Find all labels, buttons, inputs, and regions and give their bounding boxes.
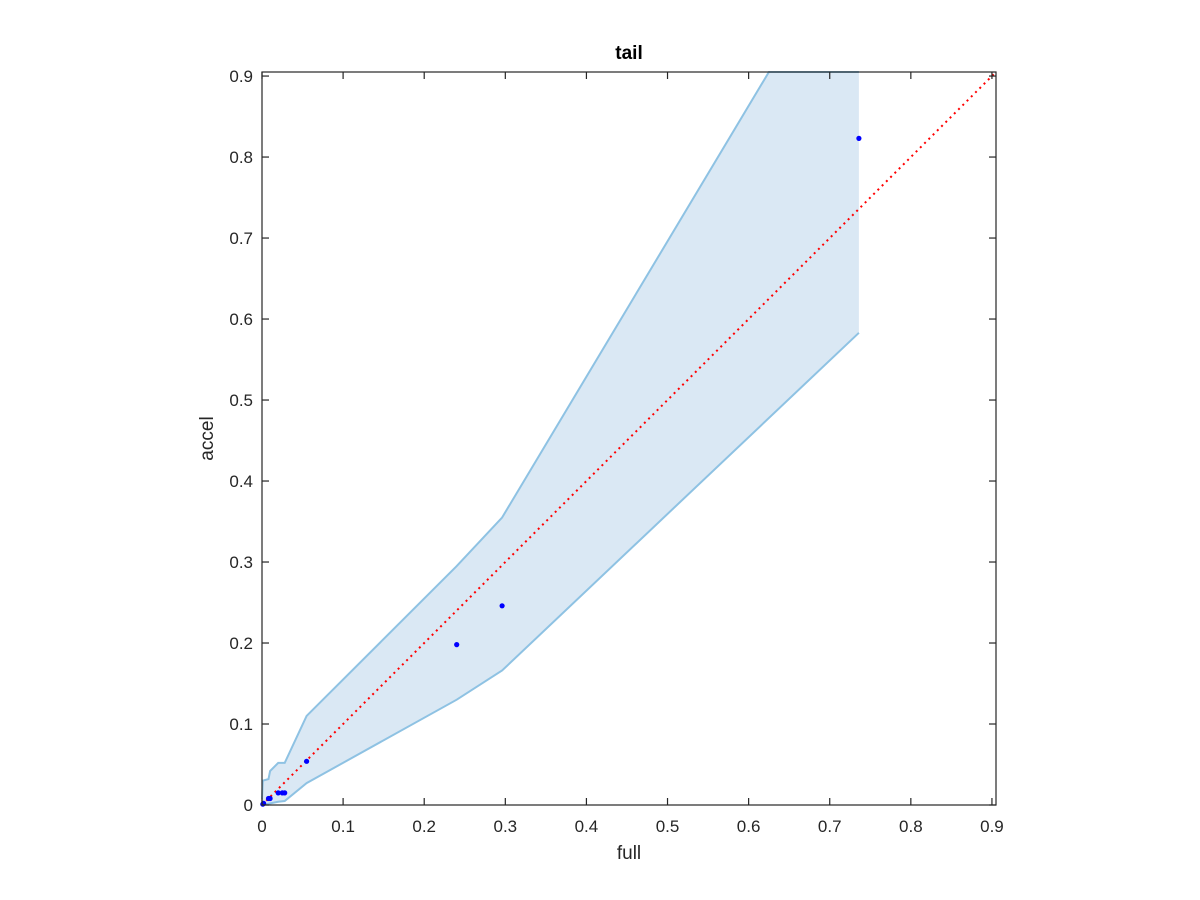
y-tick-label: 0.3 bbox=[229, 553, 253, 572]
y-tick-label: 0 bbox=[244, 796, 253, 815]
data-point bbox=[499, 603, 505, 609]
reference-diagonal-line bbox=[261, 71, 997, 806]
x-tick-label: 0.5 bbox=[656, 817, 680, 836]
axis-ticks: 0 0.1 0.2 0.3 0.4 0.5 0.6 0.7 0.8 0.9 0 0.1 0.2 0.3 0.… bbox=[229, 67, 1003, 836]
axes-box bbox=[261, 71, 997, 806]
x-tick-label: 0.9 bbox=[980, 817, 1004, 836]
plot-area bbox=[260, 71, 997, 807]
x-tick-label: 0.6 bbox=[737, 817, 761, 836]
x-tick-label: 0.8 bbox=[899, 817, 923, 836]
data-point bbox=[304, 758, 310, 764]
band-upper-line bbox=[261, 71, 859, 799]
x-tick-label: 0.4 bbox=[575, 817, 599, 836]
y-axis-label: accel bbox=[197, 416, 218, 460]
y-tick-label: 0.2 bbox=[229, 634, 253, 653]
data-point bbox=[454, 642, 460, 648]
y-tick-label: 0.6 bbox=[229, 310, 253, 329]
x-tick-label: 0 bbox=[257, 817, 266, 836]
x-tick-label: 0.3 bbox=[493, 817, 517, 836]
y-tick-label: 0.4 bbox=[229, 472, 253, 491]
y-tick-label: 0.9 bbox=[229, 67, 253, 86]
data-point bbox=[267, 795, 273, 802]
chart-title: tail bbox=[615, 43, 642, 64]
y-tick-label: 0.5 bbox=[229, 391, 253, 410]
x-tick-label: 0.2 bbox=[412, 817, 436, 836]
y-tick-label: 0.1 bbox=[229, 715, 253, 734]
y-tick-label: 0.8 bbox=[229, 148, 253, 167]
data-point bbox=[856, 135, 862, 141]
y-tick-label: 0.7 bbox=[229, 229, 253, 248]
x-tick-label: 0.7 bbox=[818, 817, 842, 836]
x-axis-label: full bbox=[617, 843, 641, 864]
band-lower-line bbox=[262, 332, 860, 806]
data-point bbox=[275, 790, 281, 796]
data-point bbox=[282, 790, 288, 796]
confidence-band-fill bbox=[262, 72, 859, 805]
x-tick-label: 0.1 bbox=[331, 817, 355, 836]
